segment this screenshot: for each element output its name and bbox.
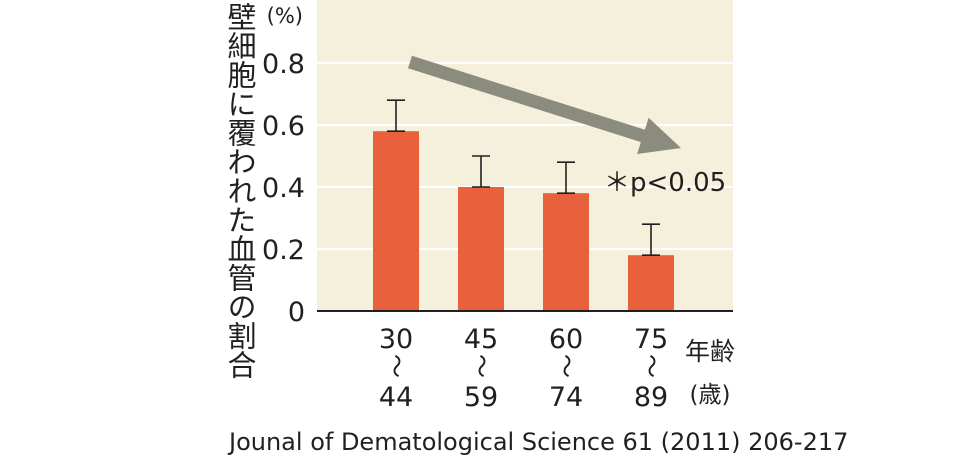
y-unit-label: (%) [267,4,303,28]
x-tick-label-end: 44 [379,382,413,413]
x-tick-label-separator: 〜 [637,354,665,378]
x-tick-label-separator: 〜 [382,354,410,378]
significance-annotation: ＊p<0.05 [604,168,726,198]
y-tick-label: 0.2 [262,235,305,266]
x-tick-label-separator: 〜 [467,354,495,378]
y-tick-labels: 0 0.2 0.4 0.6 0.8 [262,49,305,328]
x-tick-label-end: 89 [634,382,668,413]
bar [628,255,674,311]
bar [458,187,504,311]
x-tick-label-start: 30 [379,324,413,355]
y-tick-label: 0.8 [262,49,305,80]
x-axis-unit-label: (歳) [690,382,731,408]
x-tick-label-separator: 〜 [552,354,580,378]
x-tick-label-end: 74 [549,382,583,413]
y-axis-label: 壁細胞に覆われた血管の割合 [223,2,257,379]
x-tick-label-start: 75 [634,324,668,355]
error-bars [387,99,660,256]
x-tick-label-start: 45 [464,324,498,355]
x-tick-label-end: 59 [464,382,498,413]
x-tick-label-start: 60 [549,324,583,355]
trend-arrow [408,55,681,155]
bars [373,131,674,311]
y-tick-label: 0.4 [262,173,305,204]
arrow-shaft [408,55,647,143]
arrow-head [637,117,681,155]
y-tick-label: 0 [288,297,305,328]
x-axis-label: 年齢 [685,337,735,366]
y-tick-label: 0.6 [262,111,305,142]
source-citation: Jounal of Dematological Science 61 (2011… [229,428,849,456]
bar [543,193,589,311]
bar [373,131,419,311]
